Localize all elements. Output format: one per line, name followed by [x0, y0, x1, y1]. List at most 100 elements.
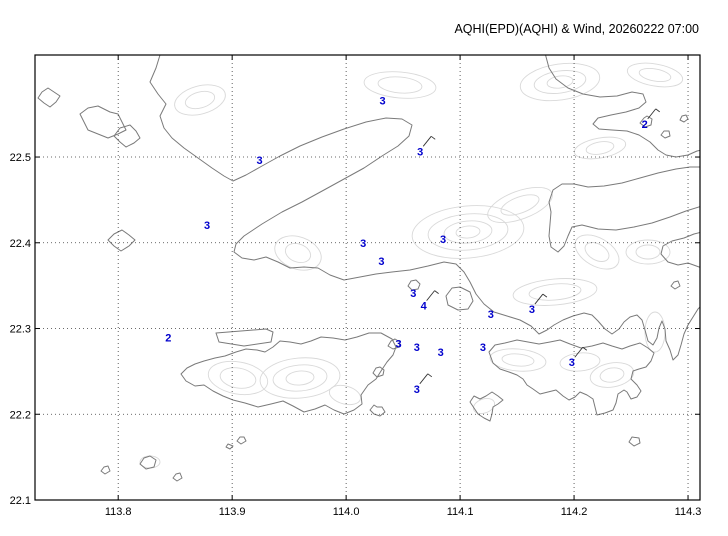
terrain-contour	[638, 68, 672, 82]
terrain-contour	[207, 360, 269, 396]
station-aqhi-value: 3	[410, 288, 416, 300]
coastline	[679, 114, 689, 123]
coastline	[79, 105, 127, 139]
coastline	[215, 328, 274, 347]
x-tick-label: 114.2	[561, 506, 588, 518]
terrain-contour	[625, 239, 671, 265]
terrain-contour	[533, 70, 587, 94]
terrain-contour	[411, 205, 525, 259]
wind-barb	[655, 108, 660, 113]
station-aqhi-value: 3	[414, 384, 420, 396]
coastline	[660, 130, 671, 139]
coastline	[369, 404, 386, 417]
coastline	[172, 472, 183, 482]
wind-barb	[534, 293, 544, 305]
coastline	[488, 339, 655, 416]
coastline	[548, 166, 700, 253]
terrain-contour	[635, 244, 661, 260]
terrain-contour	[512, 278, 598, 306]
terrain-contour	[328, 384, 362, 406]
axis-ticks	[35, 55, 700, 501]
wind-barb	[422, 136, 432, 147]
terrain-contour	[259, 357, 341, 399]
terrain-contour	[219, 367, 257, 389]
terrain-contour	[455, 225, 481, 239]
coastline	[372, 366, 385, 378]
station-aqhi-value: 3	[438, 347, 444, 359]
station-aqhi-value: 3	[360, 238, 366, 250]
wind-barb	[542, 293, 548, 298]
terrain-contour	[589, 362, 635, 388]
wind-barb	[426, 290, 435, 301]
terrain-contour	[626, 62, 684, 88]
terrain-contour	[559, 352, 601, 372]
wind-barb	[647, 108, 657, 120]
coastline	[670, 280, 681, 290]
wind-barb	[430, 135, 436, 140]
coastline	[639, 115, 653, 128]
coastline	[545, 55, 700, 158]
terrain-contour	[174, 84, 226, 116]
station-aqhi-value: 3	[378, 256, 384, 268]
y-tick-label: 22.5	[10, 152, 31, 164]
terrain-contour	[573, 136, 627, 160]
terrain-contour	[272, 364, 328, 392]
terrain-contour	[284, 242, 312, 264]
coastline	[100, 465, 111, 475]
coastline	[107, 229, 136, 252]
terrain-contour-layer	[139, 62, 684, 469]
station-aqhi-value: 3	[488, 309, 494, 321]
station-aqhi-value: 3	[395, 338, 401, 350]
x-tick-label: 114.1	[447, 506, 474, 518]
wind-barb	[574, 346, 584, 358]
terrain-contour	[519, 62, 601, 102]
coastline	[445, 286, 474, 311]
terrain-contour	[599, 367, 625, 383]
wind-barb	[434, 290, 439, 295]
coastline	[660, 231, 700, 268]
terrain-contour	[443, 220, 493, 244]
grid-lines	[35, 55, 700, 500]
coastline	[407, 279, 421, 291]
coastline	[113, 124, 141, 148]
coastline	[149, 55, 700, 361]
station-aqhi-value: 3	[569, 357, 575, 369]
y-tick-label: 22.2	[10, 409, 31, 421]
terrain-contour	[184, 90, 216, 110]
coastline	[225, 443, 234, 450]
station-aqhi-value: 4	[421, 301, 428, 313]
wind-barb	[419, 373, 429, 385]
y-tick-label: 22.4	[10, 238, 31, 250]
terrain-contour	[585, 141, 615, 155]
station-aqhi-value: 3	[480, 342, 486, 354]
terrain-contour	[274, 235, 322, 271]
y-tick-label: 22.3	[10, 324, 31, 336]
figure-title: AQHI(EPD)(AQHI) & Wind, 20260222 07:00	[454, 22, 699, 36]
station-aqhi-value: 3	[440, 234, 446, 246]
station-aqhi-value: 3	[256, 155, 262, 167]
terrain-contour	[501, 353, 535, 367]
terrain-contour	[472, 397, 496, 415]
coastline	[139, 455, 157, 470]
x-tick-label: 114.3	[675, 506, 702, 518]
wind-barb	[582, 346, 588, 351]
terrain-contour	[363, 71, 437, 99]
terrain-contour	[574, 234, 620, 270]
station-aqhi-value: 3	[204, 220, 210, 232]
station-aqhi-value: 2	[642, 119, 648, 131]
terrain-contour	[584, 242, 610, 262]
plot-frame	[34, 54, 701, 501]
wind-barb	[427, 373, 433, 378]
terrain-contour	[546, 75, 574, 89]
terrain-contour	[500, 194, 540, 216]
station-aqhi-value: 3	[380, 96, 386, 108]
coastline	[180, 332, 397, 415]
station-aqhi-value: 2	[165, 332, 171, 344]
axis-labels: 113.8 113.9 114.0 114.1 114.2 114.322.522.422…	[10, 152, 702, 518]
coastline	[469, 391, 504, 422]
terrain-contour	[285, 370, 315, 386]
x-tick-label: 113.8	[105, 506, 132, 518]
